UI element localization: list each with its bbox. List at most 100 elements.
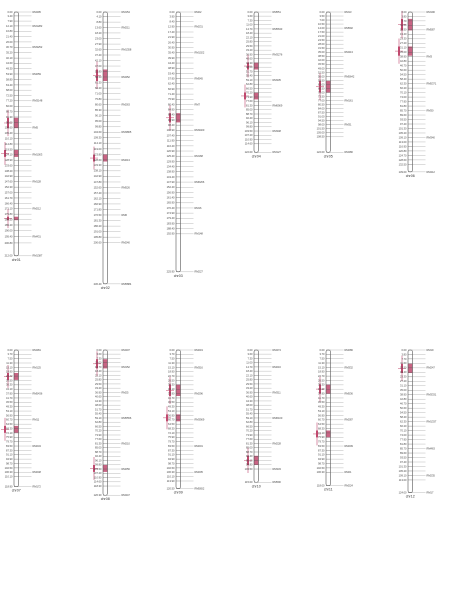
marker-position: 128.60 — [94, 158, 102, 162]
marker-name: RM495 — [33, 10, 42, 14]
marker-position: 14.70 — [246, 27, 253, 31]
marker-name: RM5884 — [122, 282, 132, 286]
marker-position: 53.10 — [6, 409, 13, 413]
marker-name: RM31 — [345, 123, 352, 127]
marker-position: 181.30 — [94, 218, 102, 222]
marker-position: 70.20 — [246, 91, 253, 95]
marker-name: RM25 — [122, 390, 129, 394]
marker-position: 66.20 — [95, 86, 102, 90]
qtl-band — [14, 216, 19, 221]
chromosome-bar — [407, 11, 413, 173]
marker-position: 62.30 — [400, 420, 407, 424]
marker-position: 98.70 — [6, 461, 13, 465]
marker-position: 40.60 — [246, 395, 253, 399]
marker-position: 106.30 — [167, 470, 175, 474]
marker-position: 195.80 — [94, 235, 102, 239]
marker-position: 0.00 — [319, 348, 325, 352]
marker-position: 100.60 — [5, 126, 13, 130]
marker-position: 13.60 — [95, 26, 102, 30]
marker-position: 59.10 — [95, 416, 102, 420]
marker-position: 105.40 — [5, 131, 13, 135]
marker-position: 87.30 — [318, 448, 325, 452]
marker-position: 85.30 — [95, 108, 102, 112]
marker-position: 55.40 — [95, 412, 102, 416]
marker-position: 35.00 — [318, 50, 325, 54]
qtl-band — [326, 81, 331, 93]
marker-position: 116.90 — [399, 144, 407, 148]
marker-position: 94.90 — [168, 457, 175, 461]
marker-position: 33.20 — [246, 48, 253, 52]
marker-position: 11.30 — [318, 361, 325, 365]
marker-position: 3.90 — [169, 14, 175, 18]
marker-position: 88.70 — [95, 450, 102, 454]
marker-position: 26.00 — [6, 40, 13, 44]
marker-position: 84.90 — [168, 108, 175, 112]
marker-position: 92.40 — [95, 454, 102, 458]
marker-position: 3.60 — [96, 352, 102, 356]
marker-position: 132.50 — [399, 162, 407, 166]
marker-position: 15.50 — [400, 366, 407, 370]
marker-position: 70.20 — [246, 429, 253, 433]
marker-position: 124.00 — [399, 491, 407, 495]
marker-name: RM551 — [273, 10, 282, 14]
marker-position: 56.90 — [6, 413, 13, 417]
marker-name: RM1387 — [33, 254, 43, 258]
marker-position: 107.20 — [245, 133, 253, 137]
marker-name: RM7 — [195, 102, 201, 106]
marker-position: 123.80 — [94, 152, 102, 156]
marker-position: 180.50 — [5, 217, 13, 221]
marker-name: RM209 — [345, 444, 354, 448]
marker-position: 124.70 — [399, 153, 407, 157]
marker-position: 55.40 — [246, 74, 253, 78]
marker-position: 63.40 — [6, 83, 13, 87]
marker-position: 18.40 — [246, 31, 253, 35]
marker-position: 18.20 — [95, 31, 102, 35]
marker-position: 171.80 — [94, 207, 102, 211]
marker-position: 66.20 — [400, 424, 407, 428]
marker-name: RM3148 — [33, 99, 43, 103]
marker-position: 19.40 — [400, 370, 407, 374]
marker-position: 101.30 — [399, 464, 407, 468]
marker-position: 61.30 — [95, 80, 102, 84]
marker-position: 7.50 — [319, 357, 325, 361]
marker-position: 22.70 — [6, 374, 13, 378]
marker-position: 37.40 — [95, 53, 102, 57]
marker-name: RM452 — [122, 75, 131, 79]
marker-position: 59.10 — [246, 416, 253, 420]
marker-position: 7.70 — [401, 19, 407, 23]
marker-position: 191.00 — [94, 230, 102, 234]
linkage-group-chr12: 0.003.807.7011.6015.5019.4023.3027.2031.… — [398, 348, 437, 499]
marker-position: 147.60 — [5, 180, 13, 184]
marker-name: RM335 — [273, 78, 282, 82]
marker-position: 96.00 — [6, 120, 13, 124]
marker-position: 113.00 — [399, 140, 407, 144]
marker-position: 22.10 — [246, 35, 253, 39]
marker-position: 87.30 — [6, 448, 13, 452]
marker-name: RM340 — [427, 135, 436, 139]
marker-position: 119.00 — [94, 147, 102, 151]
marker-position: 85.70 — [400, 446, 407, 450]
marker-position: 32.60 — [95, 47, 102, 51]
marker-name: RM263 — [122, 103, 131, 107]
marker-position: 15.10 — [6, 365, 13, 369]
marker-position: 81.80 — [400, 442, 407, 446]
marker-position: 110.10 — [5, 475, 13, 479]
marker-position: 72.10 — [168, 431, 175, 435]
marker-position: 94.90 — [6, 457, 13, 461]
marker-position: 80.50 — [318, 102, 325, 106]
marker-position: 91.10 — [318, 453, 325, 457]
linkage-group-chr10: 0.003.607.3011.0014.7018.4022.1025.8029.… — [244, 348, 283, 488]
marker-position: 88.70 — [246, 112, 253, 116]
marker-position: 118.90 — [5, 485, 13, 489]
marker-position: 11.30 — [168, 361, 175, 365]
marker-position: 42.10 — [95, 58, 102, 62]
marker-name: RM587 — [427, 28, 436, 32]
marker-position: 7.30 — [96, 356, 102, 360]
marker-name: RM219 — [195, 348, 204, 352]
marker-position: 93.50 — [400, 117, 407, 121]
marker-position: 92.40 — [246, 454, 253, 458]
marker-position: 7.90 — [7, 19, 13, 23]
marker-position: 25.80 — [95, 378, 102, 382]
marker-position: 7.00 — [319, 18, 325, 22]
